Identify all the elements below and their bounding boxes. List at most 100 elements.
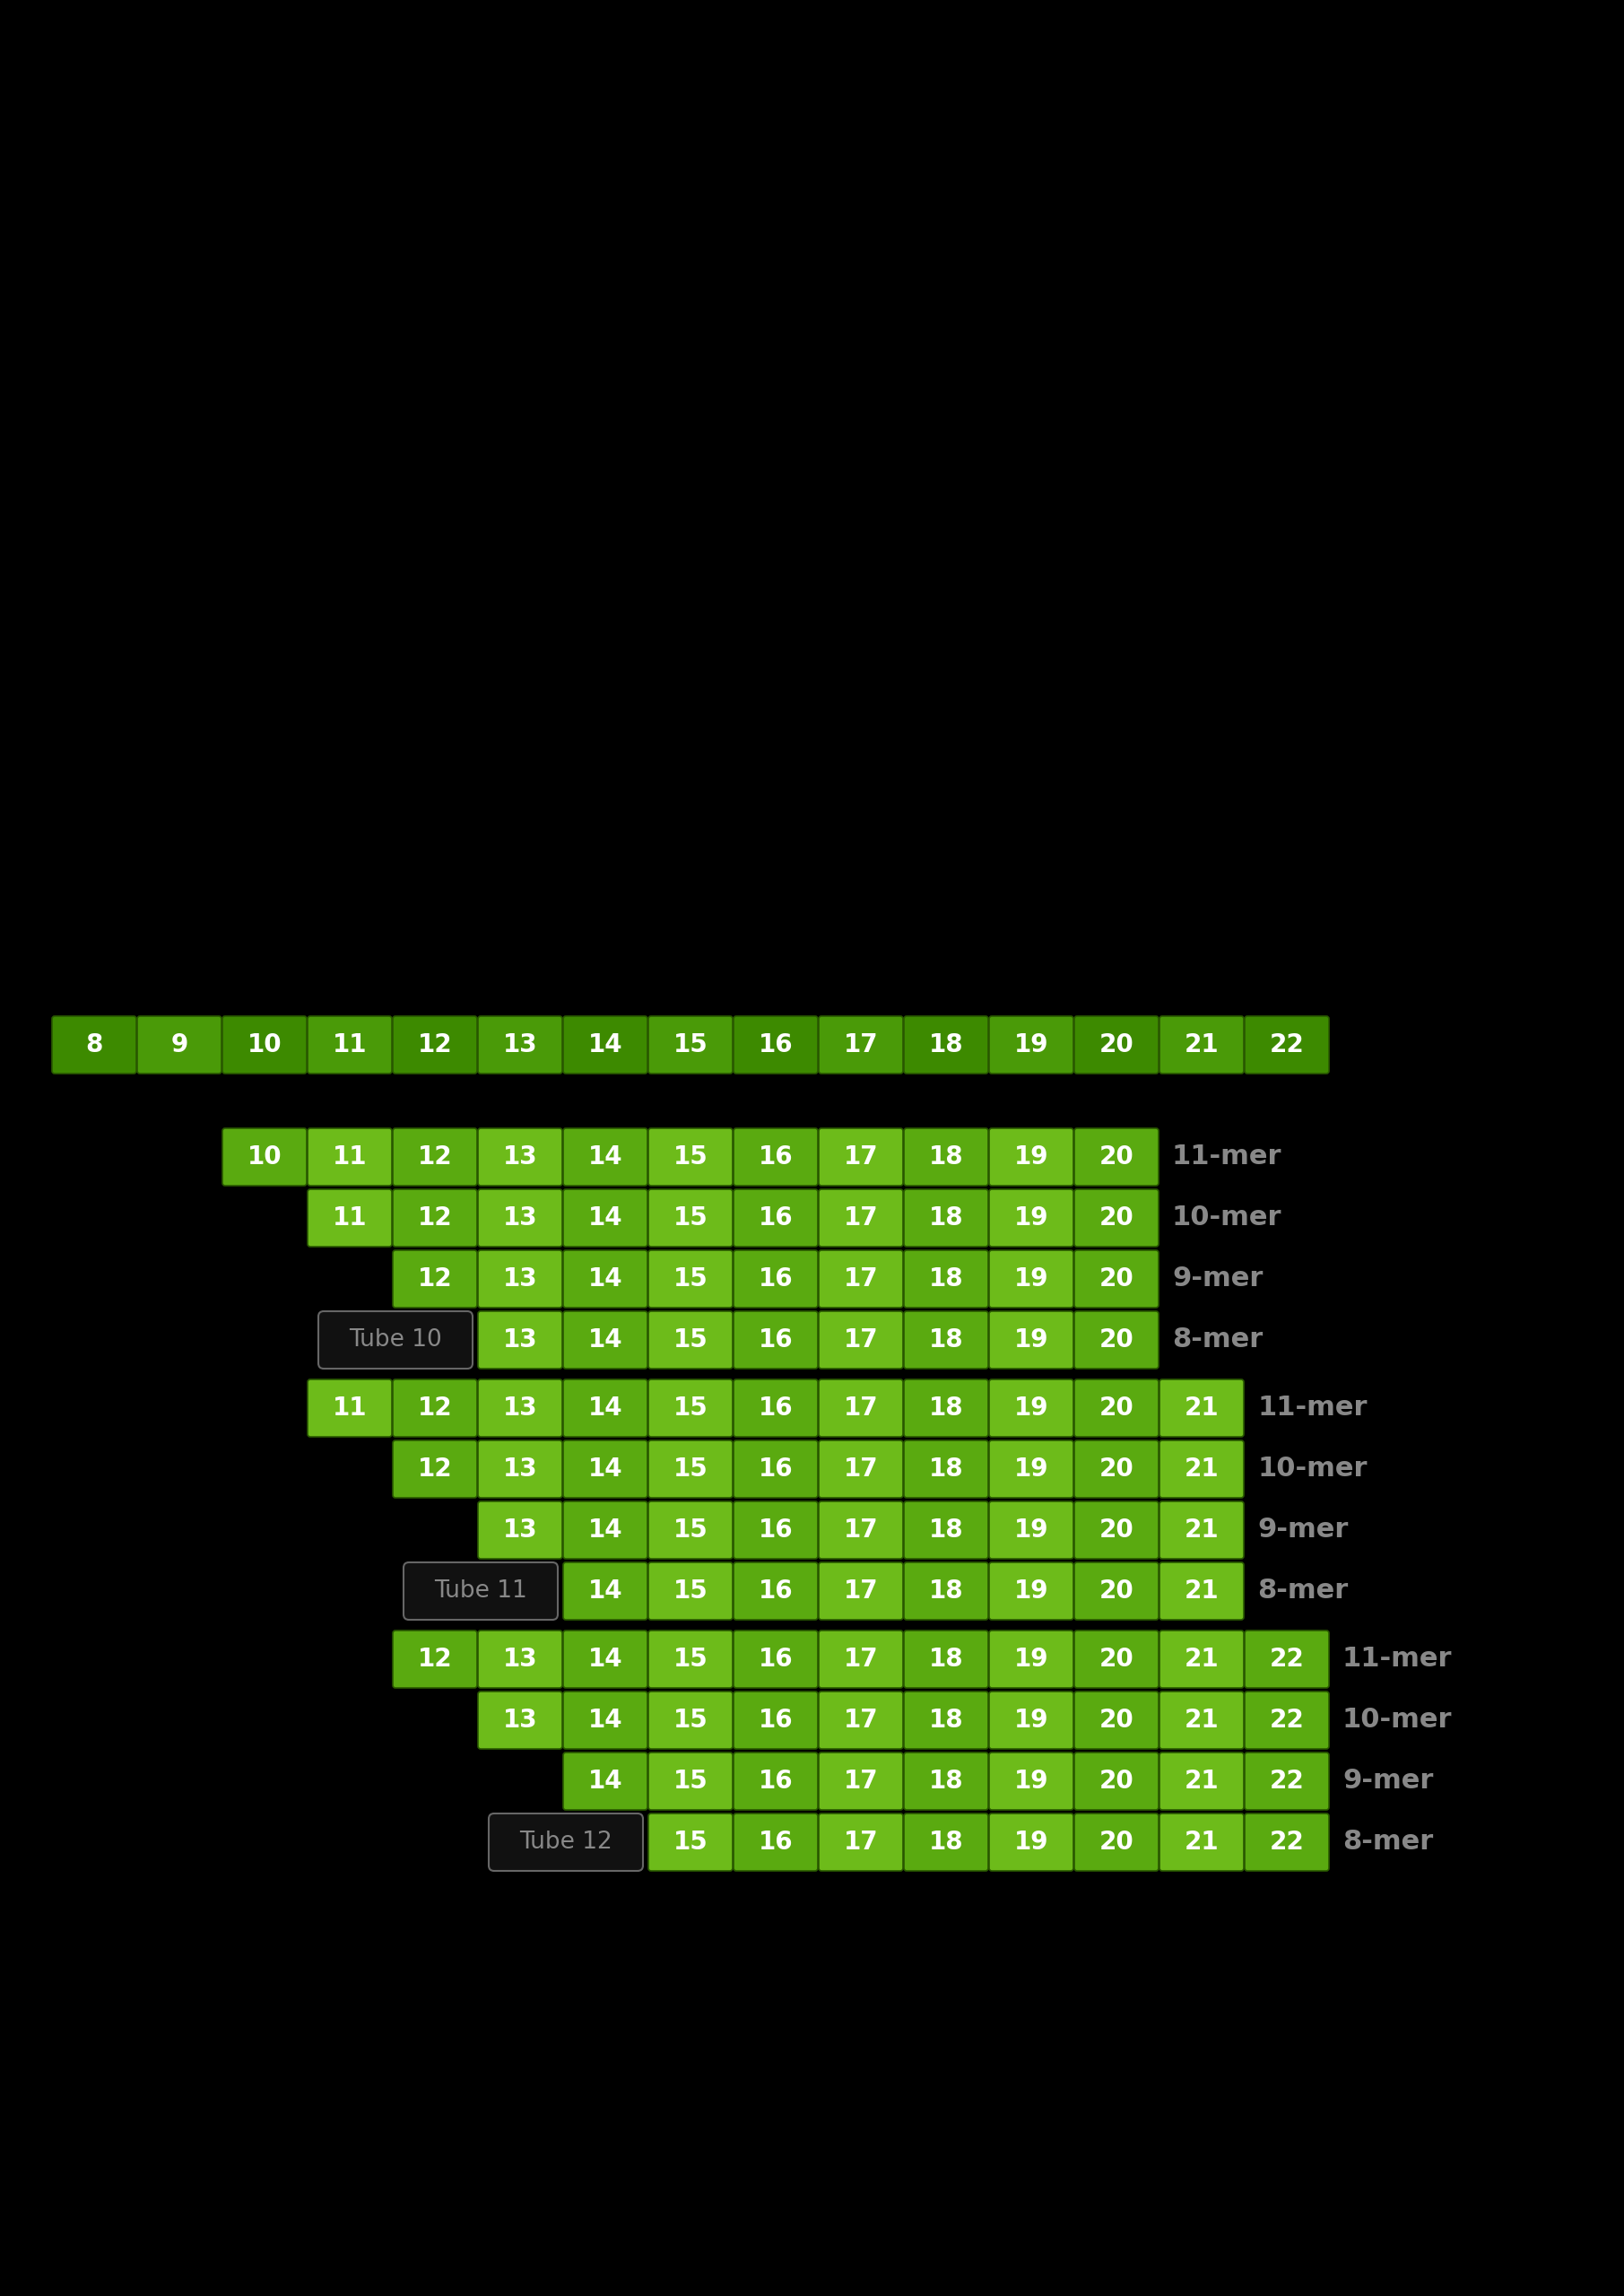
Text: 15: 15 xyxy=(672,1396,708,1421)
FancyBboxPatch shape xyxy=(1075,1380,1158,1437)
FancyBboxPatch shape xyxy=(734,1692,818,1750)
Text: 20: 20 xyxy=(1099,1830,1134,1855)
Text: 9-mer: 9-mer xyxy=(1257,1518,1348,1543)
Text: 19: 19 xyxy=(1013,1143,1049,1169)
FancyBboxPatch shape xyxy=(477,1127,562,1185)
FancyBboxPatch shape xyxy=(648,1692,732,1750)
Text: 8: 8 xyxy=(86,1033,102,1058)
Text: 17: 17 xyxy=(843,1708,879,1733)
Text: 16: 16 xyxy=(758,1327,793,1352)
Text: 20: 20 xyxy=(1099,1456,1134,1481)
Text: 20: 20 xyxy=(1099,1143,1134,1169)
Text: 14: 14 xyxy=(588,1646,622,1671)
FancyBboxPatch shape xyxy=(403,1561,557,1619)
FancyBboxPatch shape xyxy=(905,1380,989,1437)
Text: 20: 20 xyxy=(1099,1646,1134,1671)
FancyBboxPatch shape xyxy=(1160,1561,1244,1619)
FancyBboxPatch shape xyxy=(905,1440,989,1497)
FancyBboxPatch shape xyxy=(818,1380,903,1437)
Text: 21: 21 xyxy=(1184,1646,1220,1671)
FancyBboxPatch shape xyxy=(477,1189,562,1247)
Text: 22: 22 xyxy=(1270,1768,1304,1793)
FancyBboxPatch shape xyxy=(734,1561,818,1619)
FancyBboxPatch shape xyxy=(818,1752,903,1809)
Text: 14: 14 xyxy=(588,1708,622,1733)
Text: 18: 18 xyxy=(929,1267,963,1290)
Text: 22: 22 xyxy=(1270,1646,1304,1671)
Text: 17: 17 xyxy=(843,1143,879,1169)
Text: 14: 14 xyxy=(588,1518,622,1543)
FancyBboxPatch shape xyxy=(393,1251,477,1309)
FancyBboxPatch shape xyxy=(564,1692,648,1750)
FancyBboxPatch shape xyxy=(989,1311,1073,1368)
Text: 14: 14 xyxy=(588,1267,622,1290)
Text: 9-mer: 9-mer xyxy=(1173,1265,1263,1293)
FancyBboxPatch shape xyxy=(734,1311,818,1368)
Text: 10: 10 xyxy=(247,1033,283,1058)
FancyBboxPatch shape xyxy=(905,1311,989,1368)
FancyBboxPatch shape xyxy=(1160,1440,1244,1497)
Text: 17: 17 xyxy=(843,1768,879,1793)
FancyBboxPatch shape xyxy=(648,1561,732,1619)
Text: 16: 16 xyxy=(758,1646,793,1671)
Text: 12: 12 xyxy=(417,1456,451,1481)
FancyBboxPatch shape xyxy=(564,1380,648,1437)
FancyBboxPatch shape xyxy=(989,1189,1073,1247)
FancyBboxPatch shape xyxy=(648,1017,732,1075)
FancyBboxPatch shape xyxy=(648,1127,732,1185)
Text: 15: 15 xyxy=(672,1327,708,1352)
Text: 15: 15 xyxy=(672,1143,708,1169)
FancyBboxPatch shape xyxy=(564,1251,648,1309)
FancyBboxPatch shape xyxy=(1160,1502,1244,1559)
FancyBboxPatch shape xyxy=(477,1440,562,1497)
FancyBboxPatch shape xyxy=(989,1630,1073,1688)
FancyBboxPatch shape xyxy=(1075,1440,1158,1497)
Text: 15: 15 xyxy=(672,1708,708,1733)
Text: 19: 19 xyxy=(1013,1327,1049,1352)
Text: 15: 15 xyxy=(672,1580,708,1603)
Text: 19: 19 xyxy=(1013,1267,1049,1290)
FancyBboxPatch shape xyxy=(1075,1814,1158,1871)
Text: 15: 15 xyxy=(672,1646,708,1671)
FancyBboxPatch shape xyxy=(734,1017,818,1075)
FancyBboxPatch shape xyxy=(307,1127,391,1185)
Text: 21: 21 xyxy=(1184,1396,1220,1421)
FancyBboxPatch shape xyxy=(905,1189,989,1247)
FancyBboxPatch shape xyxy=(818,1189,903,1247)
Text: 20: 20 xyxy=(1099,1033,1134,1058)
Text: 19: 19 xyxy=(1013,1580,1049,1603)
Text: 11-mer: 11-mer xyxy=(1173,1143,1281,1171)
Text: 11: 11 xyxy=(333,1033,367,1058)
FancyBboxPatch shape xyxy=(1075,1189,1158,1247)
FancyBboxPatch shape xyxy=(734,1440,818,1497)
Text: 8-mer: 8-mer xyxy=(1343,1830,1434,1855)
Text: 11-mer: 11-mer xyxy=(1343,1646,1452,1671)
Text: 19: 19 xyxy=(1013,1646,1049,1671)
FancyBboxPatch shape xyxy=(818,1127,903,1185)
FancyBboxPatch shape xyxy=(1075,1752,1158,1809)
Text: 19: 19 xyxy=(1013,1518,1049,1543)
FancyBboxPatch shape xyxy=(1075,1311,1158,1368)
FancyBboxPatch shape xyxy=(564,1630,648,1688)
Text: 16: 16 xyxy=(758,1205,793,1231)
FancyBboxPatch shape xyxy=(393,1017,477,1075)
Text: 21: 21 xyxy=(1184,1580,1220,1603)
FancyBboxPatch shape xyxy=(989,1692,1073,1750)
Text: 19: 19 xyxy=(1013,1396,1049,1421)
FancyBboxPatch shape xyxy=(1244,1630,1328,1688)
Text: Tube 10: Tube 10 xyxy=(349,1329,442,1352)
FancyBboxPatch shape xyxy=(905,1251,989,1309)
FancyBboxPatch shape xyxy=(989,1502,1073,1559)
FancyBboxPatch shape xyxy=(307,1189,391,1247)
FancyBboxPatch shape xyxy=(648,1380,732,1437)
FancyBboxPatch shape xyxy=(905,1752,989,1809)
FancyBboxPatch shape xyxy=(489,1814,643,1871)
Text: 18: 18 xyxy=(929,1143,963,1169)
FancyBboxPatch shape xyxy=(1075,1017,1158,1075)
FancyBboxPatch shape xyxy=(734,1189,818,1247)
FancyBboxPatch shape xyxy=(818,1502,903,1559)
FancyBboxPatch shape xyxy=(307,1017,391,1075)
FancyBboxPatch shape xyxy=(989,1440,1073,1497)
FancyBboxPatch shape xyxy=(734,1814,818,1871)
Text: 18: 18 xyxy=(929,1830,963,1855)
